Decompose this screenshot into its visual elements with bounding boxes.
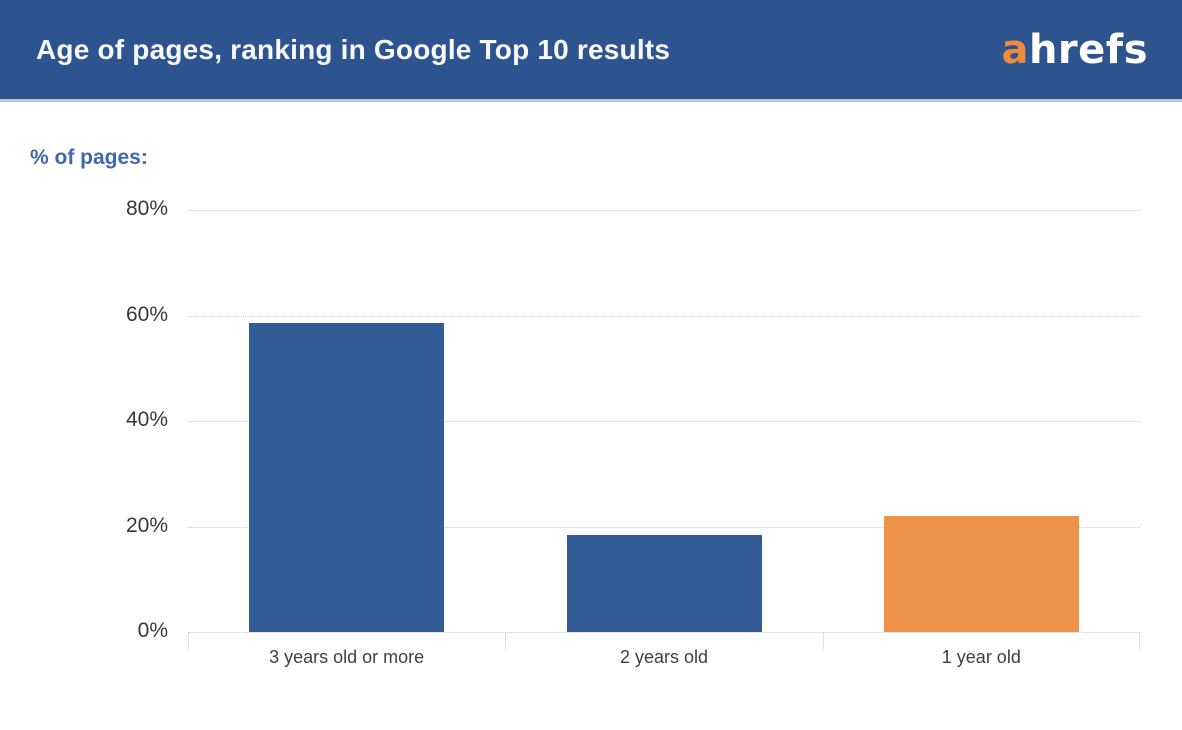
bar-3-years-old-or-more: [249, 323, 445, 632]
x-axis-tick-0: [188, 632, 189, 650]
y-tick-label-40%: 40%: [125, 408, 168, 431]
y-tick-label-80%: 80%: [125, 197, 168, 220]
gridline-20%: [188, 526, 1140, 528]
x-category-label-3: 1 year old: [941, 647, 1021, 667]
x-axis-tick-2: [822, 632, 824, 650]
bar-2-years-old: [566, 535, 762, 632]
x-category-label-2: 2 years old: [619, 647, 709, 667]
gridline-40%: [188, 421, 1140, 422]
gridline-0%: [188, 632, 1140, 633]
y-tick-label-20%: 20%: [125, 513, 168, 537]
bar-1-year-old: [883, 516, 1079, 632]
ahrefs-logo-accent-letter: a: [1001, 26, 1029, 73]
gridline-80%: [188, 210, 1140, 211]
ahrefs-logo-rest: hrefs: [1028, 26, 1148, 73]
plot-area: 3 years old or more 2 years old 1 year old: [188, 210, 1140, 667]
x-axis-tick-3: [1139, 632, 1140, 650]
y-axis-title: % of pages:: [30, 146, 148, 169]
page-title: Age of pages, ranking in Google Top 10 r…: [36, 33, 671, 65]
x-category-label-1: 3 years old or more: [269, 647, 425, 667]
y-tick-label-60%: 60%: [125, 302, 168, 326]
ahrefs-logo: ahrefs: [1001, 27, 1148, 73]
gridline-60%: [188, 315, 1140, 317]
x-axis-tick-1: [505, 632, 507, 650]
y-tick-label-0%: 0%: [137, 619, 168, 642]
header-bar: Age of pages, ranking in Google Top 10 r…: [0, 0, 1182, 102]
